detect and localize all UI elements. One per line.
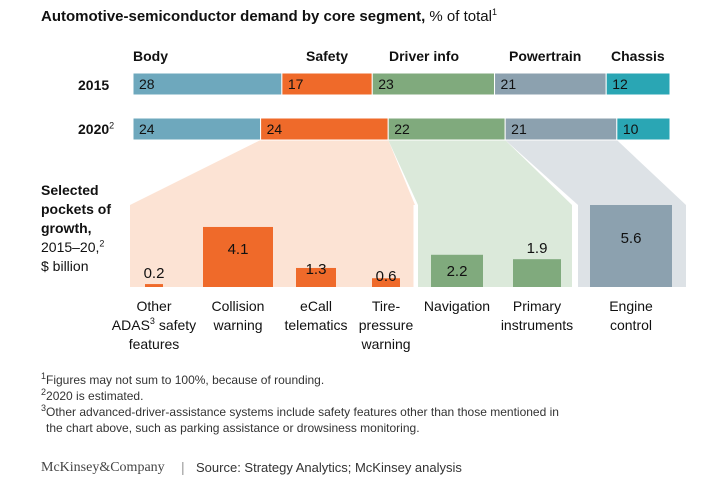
segment-header-safety: Safety [306, 48, 349, 64]
footnote-2-text: 2020 is estimated. [46, 389, 144, 403]
stack-bar-2020-chassis [616, 117, 671, 141]
growth-value-collision-warning: 4.1 [228, 241, 249, 258]
stack-label-2020-chassis: 10 [623, 121, 639, 137]
growth-bar-engine-control [590, 205, 672, 287]
category-label-collision-warning-line2: warning [212, 317, 262, 333]
category-label-primary-instruments-line1: Primary [513, 298, 561, 314]
growth-label-footnote-ref: 2 [99, 238, 105, 249]
category-label-other-adas-safety-features-line2: ADAS3 safety [112, 316, 196, 333]
connector-panel-safety [130, 140, 415, 287]
footnote-3-text: Other advanced-driver-assistance systems… [46, 405, 559, 419]
segment-header-body: Body [133, 48, 168, 64]
footnote-3-continued: the chart above, such as parking assista… [46, 420, 420, 436]
growth-value-ecall-telematics: 1.3 [306, 261, 327, 278]
stack-label-2020-powertrain: 21 [511, 121, 527, 137]
growth-bar-primary-instruments [513, 259, 561, 287]
chart-title-unit: % of total [429, 8, 492, 25]
segment-header-driver-info: Driver info [389, 48, 460, 64]
growth-bar-navigation [431, 254, 483, 287]
year-2020-text: 2020 [78, 121, 110, 137]
growth-label-unit: $ billion [41, 258, 89, 274]
stack-label-2015-body: 28 [139, 76, 155, 92]
stack-label-2020-driver_info: 22 [394, 121, 410, 137]
category-label-navigation-line1: Navigation [424, 298, 490, 314]
category-label-other-adas-safety-features-line1: Other [136, 298, 171, 314]
growth-label-line3: growth, [41, 220, 92, 236]
stack-label-2015-driver_info: 23 [378, 76, 394, 92]
category-label-collision-warning-line1: Collision [212, 298, 265, 314]
footnote-2: 22020 is estimated. [41, 388, 143, 404]
chart-title-main: Automotive-semiconductor demand by core … [41, 8, 426, 25]
growth-label-line1: Selected [41, 182, 99, 198]
growth-value-tire-pressure-warning: 0.6 [376, 268, 397, 285]
footnote-1-ref: 1 [41, 371, 47, 381]
year-2015-text: 2015 [78, 77, 110, 93]
category-label-part: ADAS [112, 317, 150, 333]
segment-header-chassis: Chassis [611, 48, 665, 64]
year-2020-footnote-ref: 2 [109, 120, 115, 131]
growth-section-label: Selected pockets of growth, 2015–20,2 $ … [41, 181, 111, 276]
category-label-tire-pressure-warning-line1: Tire- [372, 298, 401, 314]
growth-bar-ecall-telematics [296, 267, 336, 287]
growth-value-primary-instruments: 1.9 [527, 240, 548, 257]
footnote-1: 1Figures may not sum to 100%, because of… [41, 372, 324, 388]
category-label-ecall-telematics-line2: telematics [284, 317, 347, 333]
category-label-part: safety [155, 317, 196, 333]
category-label-tire-pressure-warning-line2: pressure [359, 317, 414, 333]
growth-label-period: 2015–20, [41, 239, 100, 255]
growth-value-engine-control: 5.6 [621, 230, 642, 247]
growth-value-navigation: 2.2 [447, 263, 468, 280]
stack-label-2020-safety: 24 [267, 121, 283, 137]
footnote-1-text: Figures may not sum to 100%, because of … [46, 373, 325, 387]
growth-bar-tire-pressure-warning [372, 278, 400, 287]
stack-label-2020-body: 24 [139, 121, 155, 137]
stack-bar-2015-body [132, 72, 283, 96]
year-label-2015: 2015 [78, 77, 109, 93]
segment-header-powertrain: Powertrain [509, 48, 582, 64]
stack-label-2015-powertrain: 21 [501, 76, 517, 92]
connector-panel-driver_info [388, 140, 572, 287]
footnote-3-ref: 3 [41, 403, 47, 413]
category-label-engine-control-line2: control [610, 317, 652, 333]
chart-title-footnote-ref: 1 [491, 7, 497, 17]
category-label-primary-instruments-line2: instruments [501, 317, 573, 333]
year-label-2020: 20202 [78, 121, 114, 137]
growth-label-line4: 2015–20,2 [41, 238, 111, 257]
stack-bar-2015-chassis [605, 72, 671, 96]
category-label-engine-control-line1: Engine [609, 298, 653, 314]
footnote-3-text-continued: the chart above, such as parking assista… [46, 421, 420, 435]
brand-logo: McKinsey&Company [41, 460, 165, 475]
footer-separator: | [181, 459, 185, 475]
stack-label-2015-chassis: 12 [612, 76, 628, 92]
growth-bar-other-adas-safety-features [145, 284, 163, 287]
footnote-3: 3Other advanced-driver-assistance system… [41, 404, 559, 420]
growth-label-line2: pockets of [41, 201, 112, 217]
growth-value-other-adas-safety-features: 0.2 [144, 265, 165, 282]
footnote-2-ref: 2 [41, 387, 47, 397]
category-label-other-adas-safety-features-line3: features [129, 336, 180, 352]
source-note: Source: Strategy Analytics; McKinsey ana… [196, 460, 462, 475]
category-label-ecall-telematics-line1: eCall [300, 298, 332, 314]
growth-bar-collision-warning [203, 226, 273, 287]
category-label-tire-pressure-warning-line3: warning [360, 336, 410, 352]
category-label-footnote-ref: 3 [150, 316, 155, 326]
chart-title: Automotive-semiconductor demand by core … [41, 7, 497, 26]
stack-label-2015-safety: 17 [288, 76, 304, 92]
